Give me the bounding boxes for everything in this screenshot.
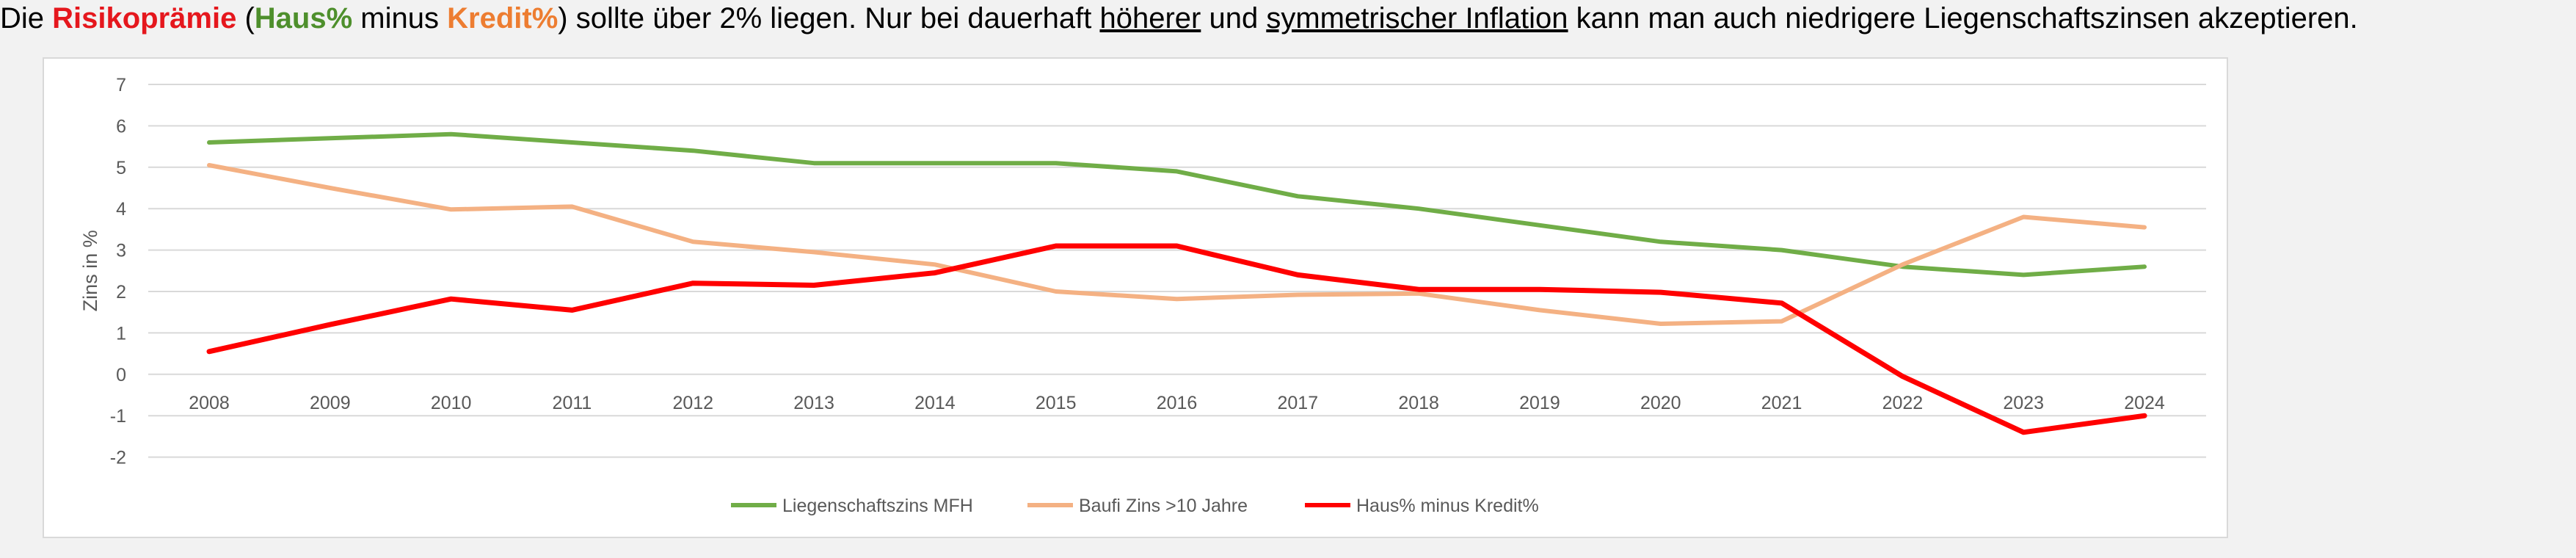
x-tick-label: 2012 [672,393,713,413]
data-point [1538,224,1540,226]
data-point [934,162,936,164]
data-point [450,133,452,135]
x-tick-label: 2017 [1278,393,1319,413]
data-point [571,309,573,311]
x-tick-label: 2013 [793,393,834,413]
headline: Die Risikoprämie (Haus% minus Kredit%) s… [0,0,2576,37]
headline-text-9: und [1201,2,1267,35]
x-tick-label: 2022 [1882,393,1924,413]
x-tick-label: 2008 [189,393,230,413]
data-point [1418,208,1420,210]
data-point [450,209,452,211]
data-point [1176,298,1178,300]
x-tick-label: 2015 [1036,393,1077,413]
headline-text-3: ( [236,2,255,35]
x-tick-label: 2020 [1640,393,1681,413]
data-point [692,150,694,152]
x-tick-label: 2016 [1157,393,1198,413]
y-tick-label: 1 [116,323,126,344]
data-point [692,241,694,243]
data-point [1902,375,1904,377]
data-point [1176,170,1178,173]
data-point [571,141,573,143]
data-point [329,187,331,189]
series-line-0 [207,131,2147,278]
y-tick-label: 4 [116,199,126,220]
data-point [2023,216,2025,218]
headline-text-5: minus [352,2,448,35]
data-point [571,206,573,208]
data-point [1418,289,1420,291]
x-tick-label: 2011 [553,393,592,413]
y-tick-label: -1 [110,406,126,427]
headline-risikopraemie: Risikoprämie [52,2,237,35]
data-point [1659,241,1662,243]
headline-symmetrische-inflation: symmetrischer Inflation [1266,2,1568,35]
data-point [1297,294,1299,296]
headline-text-1: Die [0,2,53,35]
headline-hoeherer: höherer [1099,2,1201,35]
legend-label: Liegenschaftszins MFH [782,496,973,516]
data-point [934,272,936,274]
data-point [1418,292,1420,294]
chart-area: 7 6 5 4 3 2 1 0 -1 -2 2008 2009 2010 2011 2012 2013 2014… [43,57,2228,538]
data-point [2023,274,2025,276]
headline-text-7: ) sollte über 2% liegen. Nur bei dauerha… [558,2,1100,35]
y-tick-label: 7 [116,75,126,95]
data-point [1538,309,1540,311]
data-point [1780,320,1783,322]
data-point [1659,322,1662,325]
headline-kredit: Kredit% [447,2,559,35]
data-point [450,298,452,300]
data-point [2144,226,2145,228]
data-point [813,284,815,286]
x-tick-label: 2010 [431,393,472,413]
legend-label: Haus% minus Kredit% [1356,496,1539,516]
y-tick-label: 2 [116,282,126,302]
data-point [1297,195,1299,198]
data-point [1538,289,1540,291]
data-point [208,350,210,352]
data-point [208,164,210,166]
data-point [2144,415,2145,417]
data-point [1055,162,1057,164]
line-chart: 7 6 5 4 3 2 1 0 -1 -2 2008 2009 2010 2011 2012 2013 2014… [79,75,2206,516]
data-point [1176,244,1178,247]
data-point [1659,291,1662,294]
data-point [208,141,210,143]
data-point [2144,266,2145,268]
y-axis-label: Zins in % [79,230,101,311]
headline-haus: Haus% [254,2,353,35]
y-tick-label: 0 [116,365,126,385]
data-point [934,264,936,266]
y-tick-label: 5 [116,158,126,178]
x-tick-label: 2023 [2003,393,2044,413]
y-tick-label: -2 [110,448,126,468]
data-point [1055,291,1057,292]
data-point [813,251,815,253]
x-tick-label: 2019 [1519,393,1560,413]
data-point [692,282,694,284]
data-point [1055,244,1057,247]
data-point [329,324,331,326]
y-tick-label: 6 [116,116,126,137]
data-point [1780,302,1783,304]
headline-text-11: kann man auch niedrigere Liegenschaftszi… [1568,2,2358,35]
x-tick-label: 2021 [1761,393,1802,413]
data-point [1902,264,1904,266]
y-tick-label: 3 [116,241,126,261]
data-point [1780,249,1783,251]
x-tick-label: 2014 [914,393,956,413]
data-point [813,162,815,164]
data-point [1297,274,1299,276]
legend-label: Baufi Zins >10 Jahre [1079,496,1248,516]
data-point [2023,431,2025,433]
x-tick-label: 2018 [1398,393,1439,413]
x-tick-label: 2024 [2124,393,2165,413]
data-point [329,137,331,140]
x-tick-label: 2009 [310,393,351,413]
